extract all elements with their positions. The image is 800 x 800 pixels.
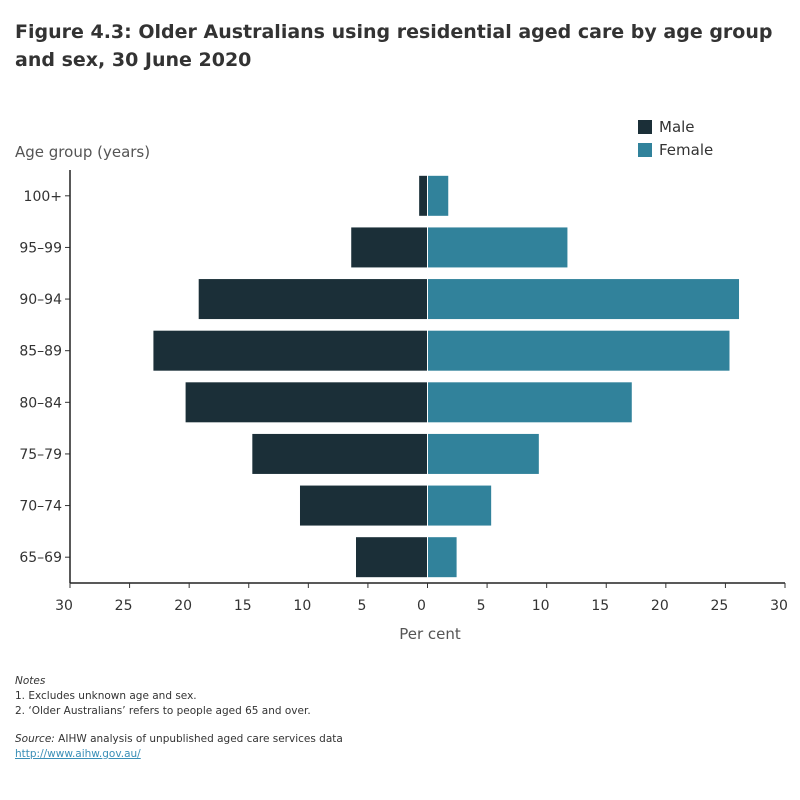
x-tick-label: 0 bbox=[417, 598, 426, 614]
bar-female bbox=[428, 382, 632, 423]
x-tick-label: 15 bbox=[591, 598, 609, 614]
x-axis-label: Per cent bbox=[399, 625, 461, 643]
note-1: 1. Excludes unknown age and sex. bbox=[15, 690, 197, 702]
bar-female bbox=[428, 227, 568, 268]
source-text: AIHW analysis of unpublished aged care s… bbox=[54, 733, 343, 745]
legend-item-female: Female bbox=[638, 138, 713, 161]
x-tick-label: 20 bbox=[174, 598, 192, 614]
x-tick-label: 20 bbox=[651, 598, 669, 614]
bar-male bbox=[198, 279, 427, 320]
y-tick-label: 80–84 bbox=[19, 395, 62, 411]
bar-male bbox=[356, 537, 427, 578]
bar-male bbox=[153, 330, 427, 371]
y-tick-label: 75–79 bbox=[19, 447, 62, 463]
source-line: Source: AIHW analysis of unpublished age… bbox=[15, 732, 343, 747]
y-tick-label: 85–89 bbox=[19, 344, 62, 360]
bar-male bbox=[419, 175, 427, 216]
bar-male bbox=[351, 227, 427, 268]
y-tick-label: 95–99 bbox=[19, 240, 62, 256]
source-link[interactable]: http://www.aihw.gov.au/ bbox=[15, 748, 141, 760]
source-label: Source: bbox=[15, 733, 55, 745]
notes: Notes 1. Excludes unknown age and sex. 2… bbox=[15, 674, 343, 762]
x-tick-label: 25 bbox=[711, 598, 729, 614]
bar-male bbox=[185, 382, 427, 423]
x-tick-label: 30 bbox=[55, 598, 73, 614]
bar-female bbox=[428, 485, 492, 526]
bar-male bbox=[252, 433, 427, 474]
bar-female bbox=[428, 433, 539, 474]
legend: Male Female bbox=[638, 115, 713, 161]
x-tick-label: 5 bbox=[357, 598, 366, 614]
y-tick-label: 70–74 bbox=[19, 499, 62, 515]
legend-swatch-female bbox=[638, 142, 652, 157]
y-tick-label: 90–94 bbox=[19, 292, 62, 308]
legend-label-female: Female bbox=[659, 140, 714, 159]
bar-female bbox=[428, 279, 740, 320]
x-tick-label: 15 bbox=[234, 598, 252, 614]
x-tick-label: 30 bbox=[770, 598, 788, 614]
x-tick-label: 5 bbox=[477, 598, 486, 614]
x-tick-label: 10 bbox=[293, 598, 311, 614]
bar-male bbox=[299, 485, 427, 526]
y-tick-label: 65–69 bbox=[19, 550, 62, 566]
bar-female bbox=[428, 330, 730, 371]
bar-female bbox=[428, 175, 449, 216]
note-2: 2. ‘Older Australians’ refers to people … bbox=[15, 705, 311, 717]
bar-female bbox=[428, 537, 457, 578]
x-tick-label: 10 bbox=[532, 598, 550, 614]
x-tick-label: 25 bbox=[115, 598, 133, 614]
legend-label-male: Male bbox=[659, 117, 695, 136]
notes-heading: Notes bbox=[15, 675, 46, 687]
legend-item-male: Male bbox=[638, 115, 713, 138]
legend-swatch-male bbox=[638, 119, 652, 134]
y-tick-label: 100+ bbox=[24, 189, 62, 205]
y-axis-label: Age group (years) bbox=[15, 143, 151, 161]
chart-title: Figure 4.3: Older Australians using resi… bbox=[15, 21, 773, 71]
